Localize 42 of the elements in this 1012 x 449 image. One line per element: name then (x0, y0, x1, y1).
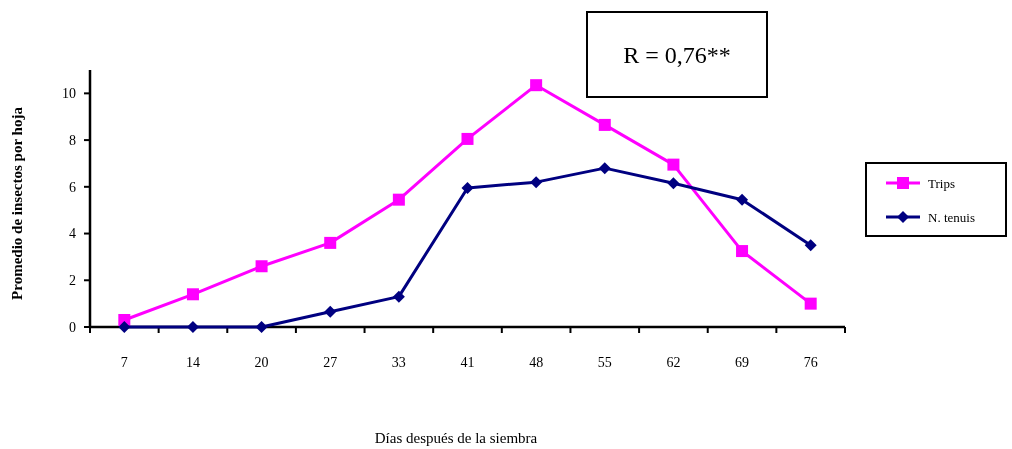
x-tick-label: 20 (254, 355, 269, 370)
x-axis-title: Días después de la siembra (374, 430, 538, 446)
point (392, 193, 405, 206)
point (530, 176, 543, 189)
x-tick-label: 48 (529, 355, 544, 370)
y-tick-label: 8 (69, 132, 76, 148)
point (324, 305, 337, 318)
x-tick-label: 62 (666, 355, 681, 370)
x-tick-label: 41 (460, 355, 475, 370)
x-tick-label: 76 (803, 355, 818, 370)
point (255, 260, 268, 273)
x-tick-label: 69 (735, 355, 750, 370)
point (255, 321, 268, 333)
point (530, 79, 543, 92)
x-tick-label: 7 (120, 355, 128, 370)
x-tick-label: 33 (391, 355, 406, 370)
point (598, 162, 611, 175)
point (324, 236, 337, 249)
point (667, 158, 680, 171)
point (118, 321, 131, 333)
legend-label: Trips (928, 175, 955, 191)
y-tick-label: 0 (69, 319, 76, 335)
point (392, 290, 405, 303)
point (186, 288, 199, 301)
point (804, 239, 817, 252)
y-tick-label: 6 (69, 179, 76, 195)
text: R = 0,76** (623, 42, 731, 69)
x-tick-label: 14 (185, 355, 200, 370)
y-tick-label: 10 (62, 86, 76, 102)
point (598, 118, 611, 131)
point (461, 181, 474, 194)
point (804, 297, 817, 310)
y-axis-title: Promedio de insectos por hoja (9, 106, 25, 300)
point (667, 177, 680, 190)
x-tick-label: 27 (323, 355, 338, 370)
x-tick-label: 55 (597, 355, 612, 370)
point (736, 245, 749, 258)
point (461, 132, 474, 145)
y-tick-label: 4 (69, 226, 76, 242)
y-tick-label: 2 (69, 273, 76, 289)
point (736, 193, 749, 206)
legend-label: N. tenuis (928, 209, 975, 225)
